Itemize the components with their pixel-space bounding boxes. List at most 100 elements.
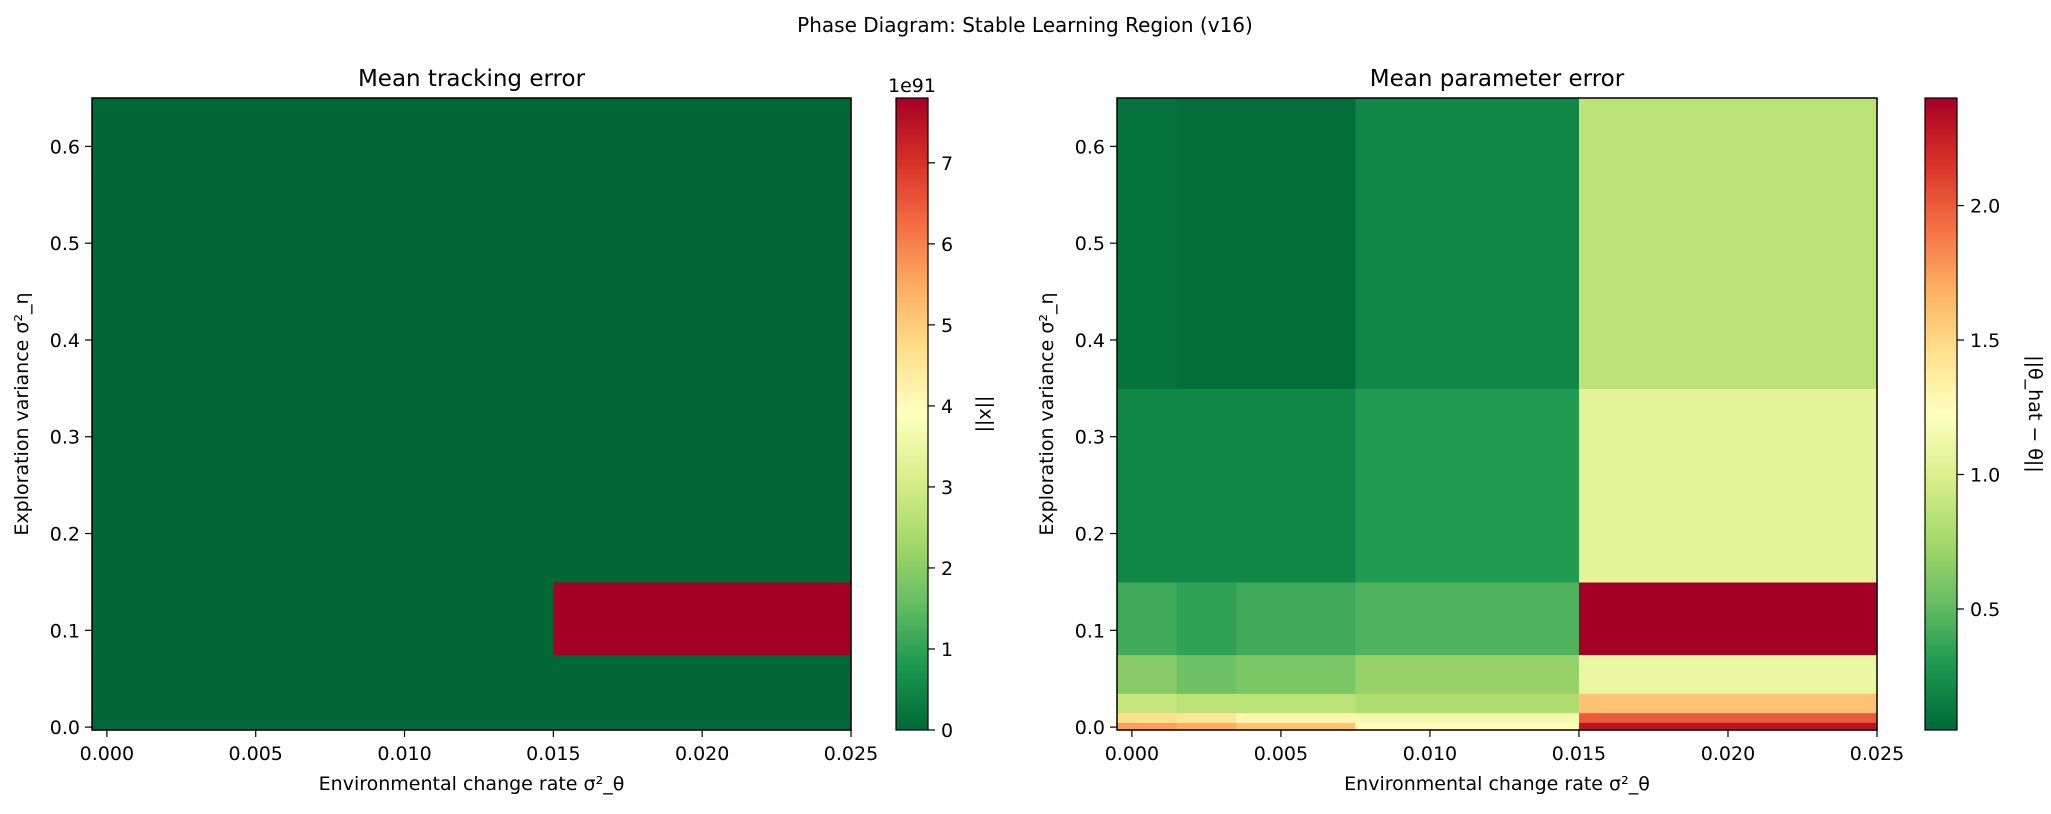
heatmap-cell [553,98,852,583]
heatmap-cell [1355,98,1580,389]
heatmap-cell [1355,722,1580,731]
heatmap-cell [1355,388,1580,583]
y-tick-label: 0.5 [50,233,80,255]
y-tick-label: 0.0 [50,717,80,739]
colorbar-tick-label: 0 [941,720,953,742]
heatmap-cell [92,581,554,656]
colorbar-label-tracking: ||x|| [975,396,997,433]
chart-title-tracking: Mean tracking error [358,66,586,92]
heatmap-cell [1355,581,1580,656]
plot-frame-parameter [1116,97,1878,731]
x-axis-label-parameter: Environmental change rate σ²_θ [1344,773,1650,795]
colorbar-tick-label: 1.5 [1970,330,2000,352]
heatmap-cell [1578,388,1878,583]
heatmap-cell [92,98,554,583]
heatmap-cell [1236,654,1357,694]
colorbar-tick-label: 0.5 [1970,599,2000,621]
heatmap-cell [1578,712,1878,723]
x-tick-label: 0.000 [1105,743,1159,765]
heatmap-cell [1176,581,1237,656]
panel-tracking-error: 0.000 0.005 0.010 0.015 0.020 0.025 0.0 0.1 0.2… [11,66,997,795]
x-tick-label: 0.005 [229,743,283,765]
x-tick-label: 0.015 [1552,743,1606,765]
heatmap-cell [1176,98,1237,389]
heatmap-cell [1236,693,1357,714]
heatmap-cell [1236,722,1357,731]
x-tick-label: 0.020 [1701,743,1755,765]
y-tick-label: 0.6 [50,136,80,158]
heatmap-cell [1117,581,1178,656]
heatmap-cell [1176,722,1237,731]
colorbar-tick-label: 2 [941,558,953,580]
colorbar-tick-label: 5 [941,315,953,337]
heatmap-cell [1117,98,1178,389]
y-ticks-parameter: 0.0 0.1 0.2 0.3 0.4 0.5 0.6 [1075,136,1117,739]
heatmap-cell [1236,388,1357,583]
heatmap-cell [1355,654,1580,694]
heatmap-cell [1236,712,1357,723]
heatmap-cell [1355,693,1580,714]
y-tick-label: 0.3 [1075,427,1105,449]
y-tick-label: 0.2 [1075,524,1105,546]
heatmap-cell [553,581,852,656]
x-ticks-tracking: 0.000 0.005 0.010 0.015 0.020 0.025 [80,730,878,765]
colorbar-ticks-tracking: 0 1 2 3 4 5 6 7 [928,153,953,742]
y-tick-label: 0.0 [1075,717,1105,739]
heatmap-cell [553,654,852,731]
y-tick-label: 0.6 [1075,136,1105,158]
heatmap-cell [1176,693,1237,714]
panel-parameter-error: 0.000 0.005 0.010 0.015 0.020 0.025 0.0 0.1 0.2… [1036,66,2046,795]
y-axis-label-parameter: Exploration variance σ²_η [1036,292,1058,535]
heatmap-cell [1236,98,1357,389]
x-tick-label: 0.000 [80,743,134,765]
colorbar-tick-label: 1 [941,639,953,661]
x-tick-label: 0.010 [377,743,431,765]
x-tick-label: 0.025 [1850,743,1904,765]
x-axis-label-tracking: Environmental change rate σ²_θ [319,773,625,795]
heatmap-cell [1236,581,1357,656]
colorbar-tick-label: 4 [941,396,953,418]
heatmap-cell [1355,712,1580,723]
y-tick-label: 0.4 [50,330,80,352]
heatmap-cell [1117,693,1178,714]
colorbar-tick-label: 7 [941,153,953,175]
x-tick-label: 0.015 [526,743,580,765]
y-ticks-tracking: 0.0 0.1 0.2 0.3 0.4 0.5 0.6 [50,136,92,739]
colorbar-tracking [895,97,929,731]
y-tick-label: 0.5 [1075,233,1105,255]
colorbar-tick-label: 6 [941,234,953,256]
colorbar-label-parameter: ||θ_hat − θ|| [2024,355,2046,473]
heatmap-cell [1578,98,1878,389]
plot-frame-tracking [91,97,852,731]
y-tick-label: 0.1 [50,620,80,642]
heatmap-cell [1176,654,1237,694]
x-tick-label: 0.005 [1254,743,1308,765]
colorbar-ticks-parameter: 0.5 1.0 1.5 2.0 [1957,196,2000,621]
x-tick-label: 0.020 [675,743,729,765]
colorbar-tick-label: 2.0 [1970,196,2000,218]
y-tick-label: 0.3 [50,427,80,449]
chart-title-parameter: Mean parameter error [1370,66,1625,92]
heatmap-cells-parameter [1117,98,1878,731]
heatmap-cell [1578,581,1878,656]
y-tick-label: 0.2 [50,524,80,546]
colorbar-offset-text-tracking: 1e91 [888,75,936,97]
heatmap-cell [1176,388,1237,583]
heatmap-cell [1578,654,1878,694]
heatmap-cell [1117,388,1178,583]
figure-suptitle: Phase Diagram: Stable Learning Region (v… [797,13,1253,37]
heatmap-cell [1578,722,1878,731]
heatmap-cell [92,654,554,731]
x-ticks-parameter: 0.000 0.005 0.010 0.015 0.020 0.025 [1105,730,1904,765]
y-tick-label: 0.1 [1075,620,1105,642]
colorbar-tick-label: 1.0 [1970,465,2000,487]
y-tick-label: 0.4 [1075,330,1105,352]
x-tick-label: 0.010 [1403,743,1457,765]
heatmap-cell [1117,722,1178,731]
heatmap-cells-tracking [92,98,852,731]
heatmap-cell [1578,693,1878,714]
x-tick-label: 0.025 [824,743,878,765]
colorbar-tick-label: 3 [941,477,953,499]
heatmap-cell [1117,654,1178,694]
